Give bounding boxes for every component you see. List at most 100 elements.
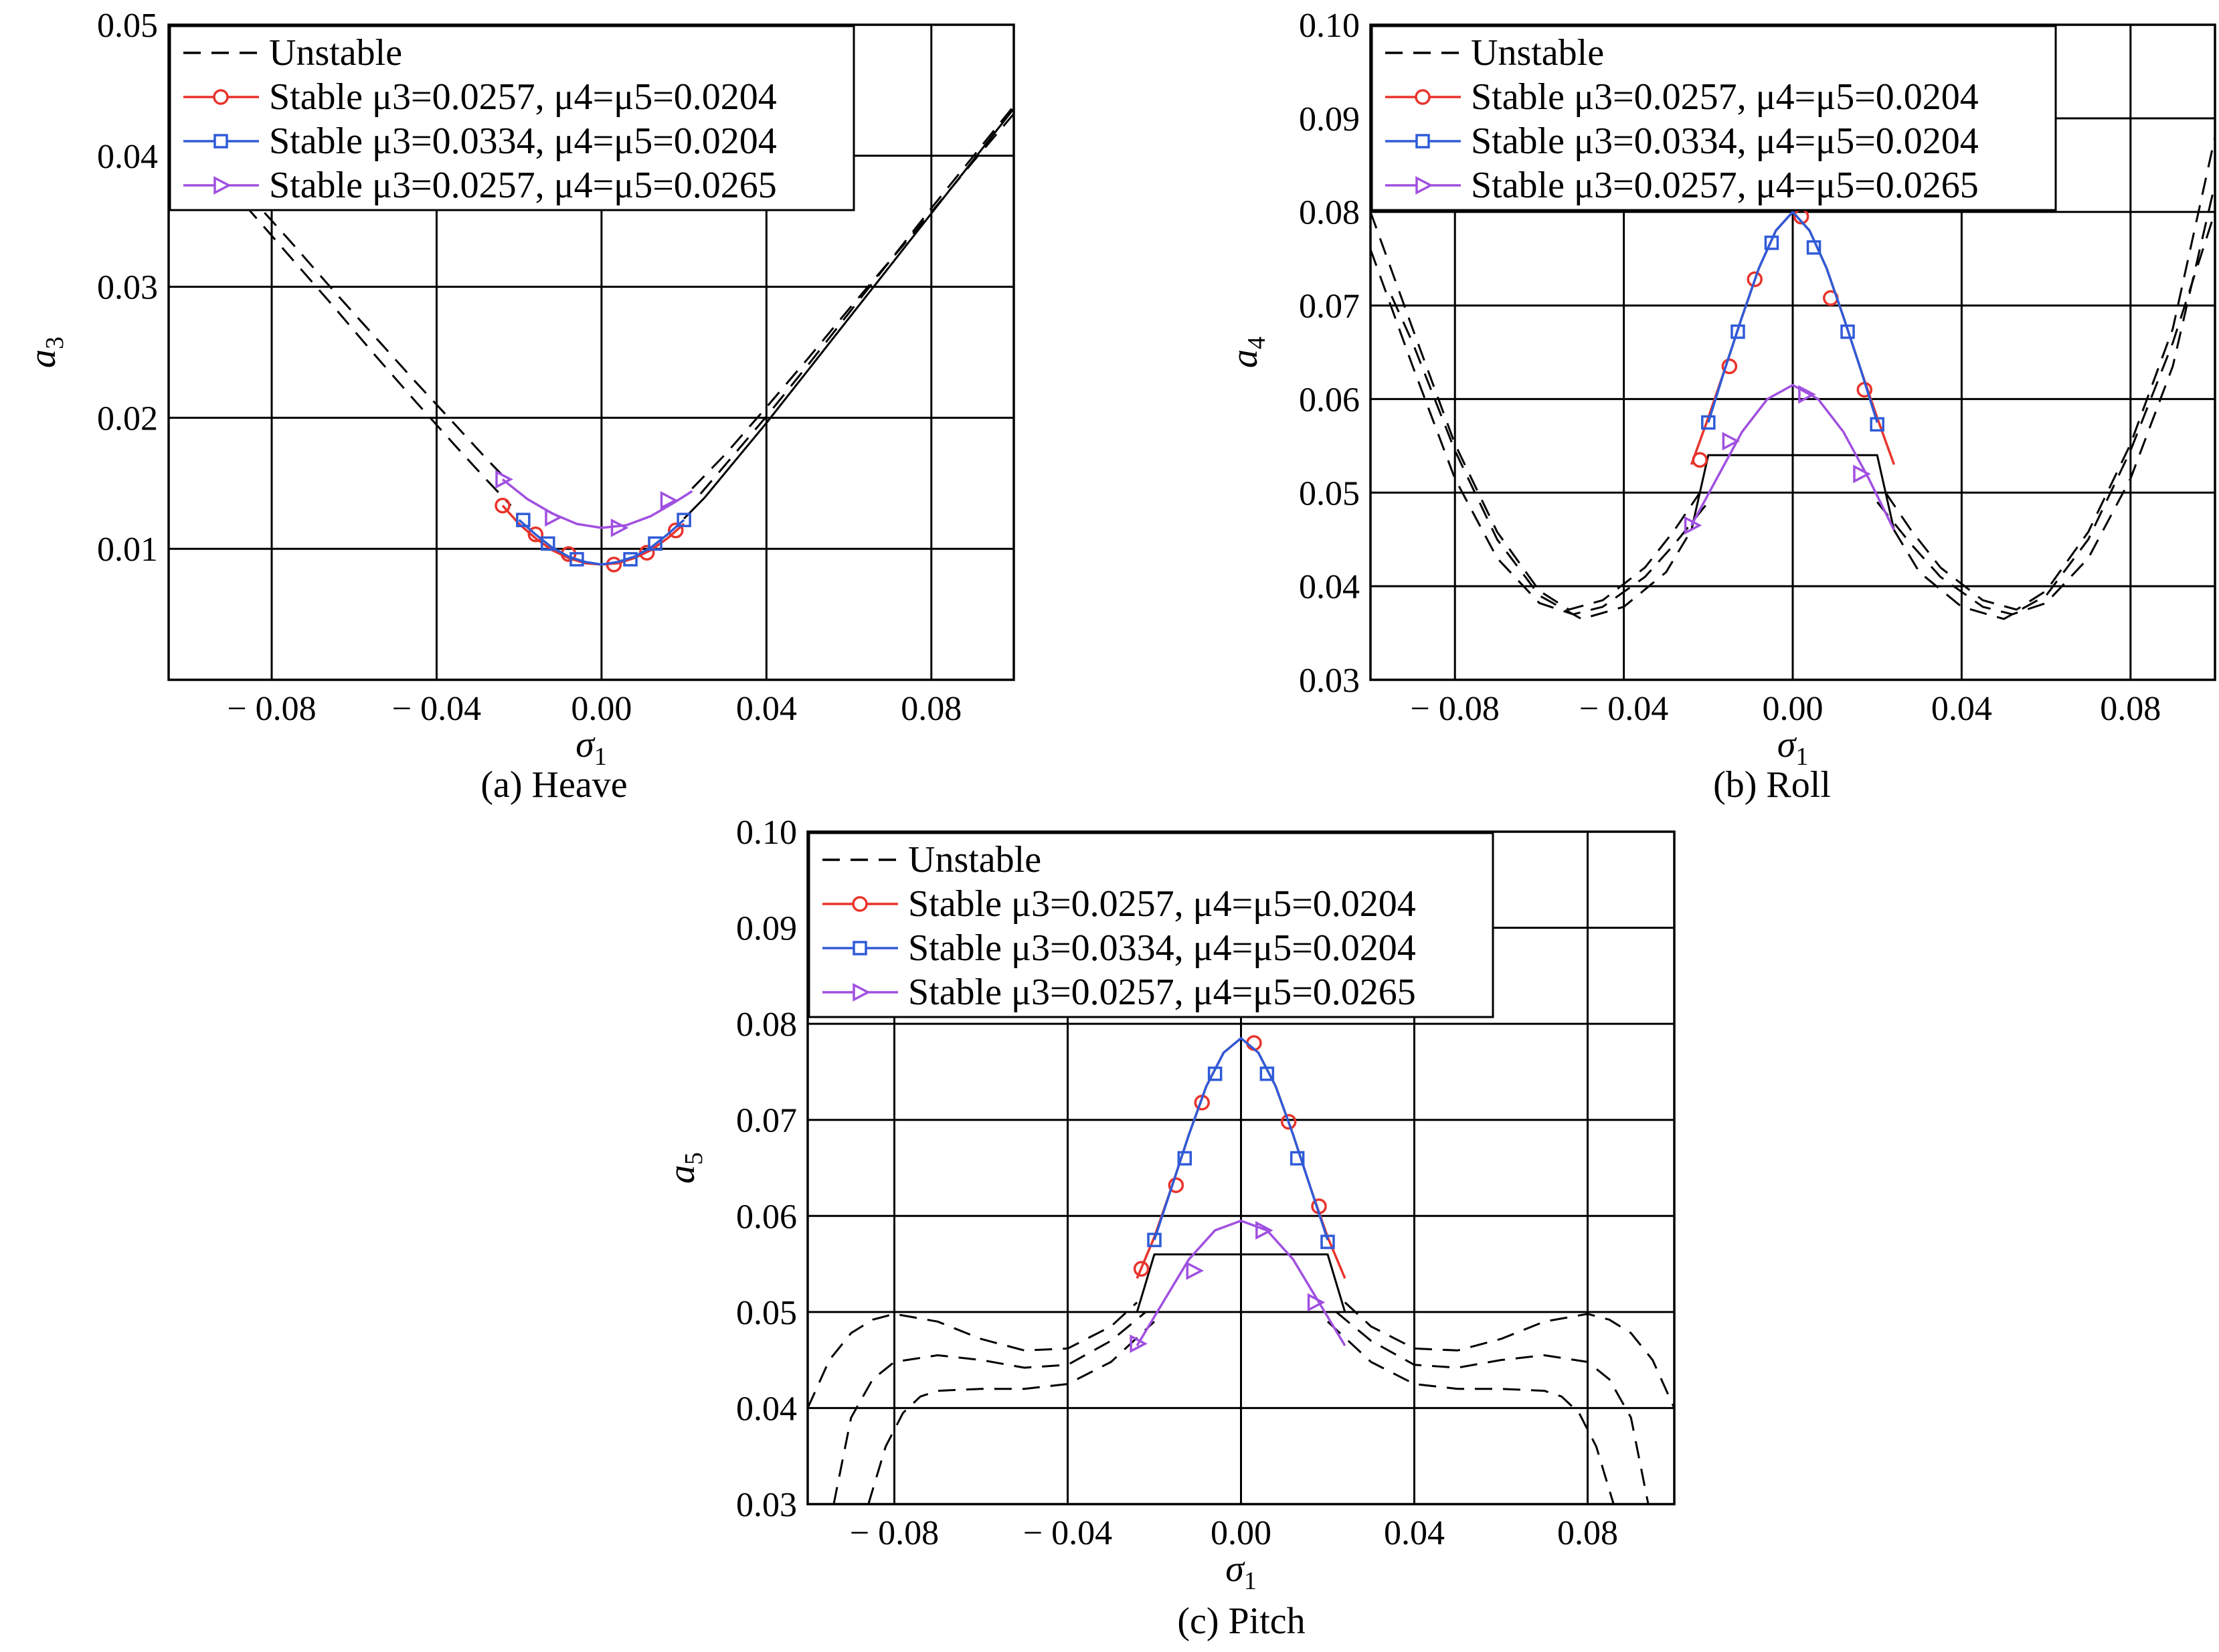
series-line-u2 (832, 1311, 1147, 1504)
series-line-u3 (1391, 295, 1692, 620)
legend-marker-circle (213, 89, 229, 105)
panel-heave: (a) Heave − 0.08 − 0.04 0.00 0.04 0.08 0.01 0.… (22, 7, 1015, 806)
x-axis-label-main: σ (1225, 1548, 1245, 1590)
y-tick-label: 0.10 (1299, 7, 1360, 45)
series-line-u2 (1370, 249, 1709, 616)
marker-square (569, 552, 584, 567)
marker-triangle (1798, 385, 1816, 404)
series-line-u6 (1893, 211, 2215, 620)
marker-circle (1721, 358, 1738, 375)
y-tick-label: 0.04 (736, 1390, 797, 1428)
plot-area (808, 1035, 1674, 1504)
y-tick-label: 0.03 (97, 269, 158, 307)
series-line-u5 (1335, 1311, 1650, 1504)
marker-square (1320, 1234, 1335, 1249)
legend-box (169, 25, 855, 211)
marker-circle (1692, 452, 1708, 468)
y-axis-label-main: a (1224, 349, 1265, 368)
legend-entry-label: Stable μ3=0.0334, μ4=μ5=0.0204 (908, 927, 1416, 969)
caption-pitch: (c) Pitch (1177, 1600, 1305, 1642)
x-tick-label: − 0.08 (1411, 690, 1500, 728)
marker-circle (1133, 1261, 1150, 1277)
legend-entry-label: Stable μ3=0.0257, μ4=μ5=0.0265 (269, 165, 777, 206)
y-tick-label: 0.09 (736, 910, 797, 948)
y-tick-label: 0.04 (1299, 568, 1360, 606)
marker-triangle (1853, 464, 1871, 484)
x-tick-label: − 0.08 (227, 690, 316, 728)
y-axis-label: a5 (661, 1152, 708, 1184)
y-axis-label-sub: 4 (1243, 337, 1271, 349)
marker-circle (1168, 1177, 1184, 1194)
plot-frame (167, 23, 1015, 681)
series-line-s2 (518, 519, 685, 566)
caption-roll: (b) Roll (1713, 764, 1831, 806)
marker-square (516, 513, 531, 527)
caption-heave: (a) Heave (480, 764, 627, 806)
x-tick-label: 0.00 (571, 690, 632, 728)
marker-square (1259, 1067, 1275, 1081)
x-tick-label: 0.00 (1211, 1514, 1271, 1552)
legend-entry-label: Stable μ3=0.0257, μ4=μ5=0.0204 (1471, 76, 1979, 118)
series-line-u4 (699, 105, 1014, 494)
y-axis-label-sub: 5 (680, 1152, 708, 1165)
y-tick-label: 0.01 (97, 531, 158, 569)
x-tick-label: 0.08 (1557, 1514, 1618, 1552)
series-line-u4 (1884, 136, 2215, 611)
marker-square (1840, 324, 1855, 339)
y-tick-label: 0.04 (97, 138, 158, 176)
y-tick-label: 0.08 (736, 1006, 797, 1044)
y-tick-label: 0.07 (1299, 288, 1360, 326)
series-line-u1 (808, 1301, 1138, 1409)
y-axis-label-sub: 3 (41, 337, 69, 349)
y-tick-label: 0.10 (736, 814, 797, 852)
legend-marker-circle (852, 896, 868, 912)
marker-triangle (1130, 1334, 1148, 1354)
panel-roll: (b) Roll − 0.08 − 0.04 0.00 0.04 0.08 0.03 0.0… (1224, 7, 2216, 806)
series-line-sblk (1690, 454, 1895, 531)
marker-triangle (1684, 516, 1702, 535)
marker-triangle (545, 508, 563, 527)
y-tick-label: 0.03 (1299, 662, 1360, 700)
legend-entry-label: Unstable (1471, 32, 1604, 74)
marker-triangle (610, 518, 629, 537)
marker-square (1870, 417, 1884, 432)
legend-entry-label: Stable μ3=0.0257, μ4=μ5=0.0265 (908, 972, 1416, 1013)
y-tick-label: 0.02 (97, 399, 158, 438)
y-tick-label: 0.05 (736, 1294, 797, 1332)
legend-entry-label: Stable μ3=0.0257, μ4=μ5=0.0204 (269, 76, 777, 118)
y-tick-label: 0.03 (736, 1486, 797, 1524)
series-line-s2 (1707, 210, 1878, 423)
marker-triangle (495, 470, 513, 489)
legend-box (1370, 25, 2057, 211)
series-line-u1 (1370, 211, 1701, 611)
x-tick-label: − 0.08 (850, 1514, 939, 1552)
marker-circle (527, 526, 544, 543)
x-tick-label: 0.00 (1763, 690, 1824, 728)
legend-box (808, 832, 1494, 1018)
marker-circle (668, 523, 684, 539)
marker-square (648, 536, 662, 551)
x-tick-label: − 0.04 (392, 690, 481, 728)
legend-marker-square (213, 134, 228, 149)
series-line-s3 (1136, 1219, 1346, 1347)
marker-square (1701, 415, 1716, 430)
legend-entry-label: Unstable (269, 32, 402, 74)
series-line-s0 (683, 108, 1014, 520)
marker-square (1290, 1151, 1305, 1166)
marker-square (1207, 1067, 1223, 1081)
marker-square (677, 513, 691, 527)
marker-square (541, 536, 555, 551)
legend-marker-square (1415, 134, 1430, 149)
marker-circle (495, 497, 511, 514)
series-line-sblk (1136, 1253, 1346, 1313)
y-axis-label-main: a (22, 349, 64, 368)
marker-square (1177, 1151, 1192, 1166)
legend-marker-circle (1415, 89, 1431, 105)
series-line-s3 (1690, 383, 1895, 531)
series-line-u6 (1326, 1321, 1615, 1504)
y-tick-label: 0.08 (1299, 194, 1360, 232)
x-tick-label: 0.08 (901, 690, 962, 728)
